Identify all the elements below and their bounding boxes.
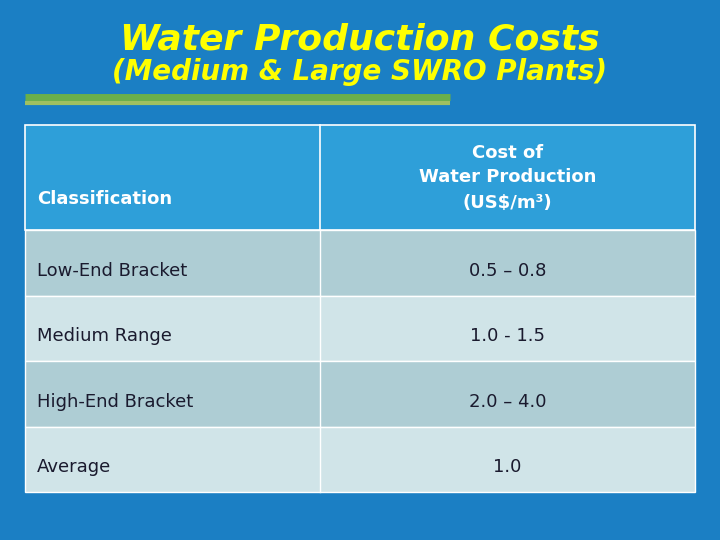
Bar <box>25 427 695 492</box>
Bar <box>25 230 695 295</box>
Bar <box>25 295 695 361</box>
Text: 1.0 - 1.5: 1.0 - 1.5 <box>470 327 545 345</box>
Text: Cost of
Water Production
(US$/m³): Cost of Water Production (US$/m³) <box>419 144 596 212</box>
Text: 0.5 – 0.8: 0.5 – 0.8 <box>469 261 546 280</box>
Text: (Medium & Large SWRO Plants): (Medium & Large SWRO Plants) <box>112 58 608 86</box>
Text: Medium Range: Medium Range <box>37 327 172 345</box>
Text: Classification: Classification <box>37 190 172 208</box>
Text: Average: Average <box>37 458 112 476</box>
Bar <box>25 125 695 230</box>
Text: Low-End Bracket: Low-End Bracket <box>37 261 187 280</box>
Text: High-End Bracket: High-End Bracket <box>37 393 193 410</box>
Bar <box>25 361 695 427</box>
Text: 2.0 – 4.0: 2.0 – 4.0 <box>469 393 546 410</box>
Text: 1.0: 1.0 <box>493 458 522 476</box>
Text: Water Production Costs: Water Production Costs <box>120 23 600 57</box>
